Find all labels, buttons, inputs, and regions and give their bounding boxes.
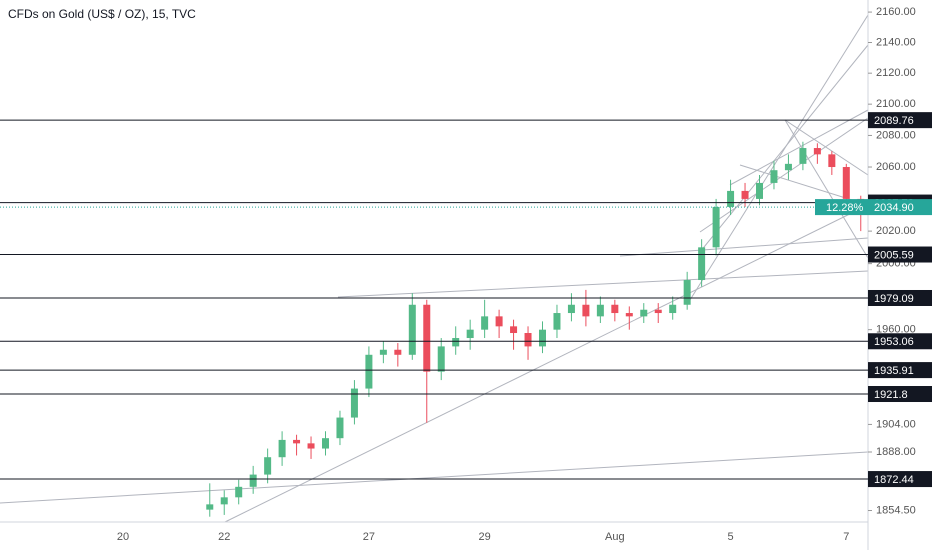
level-badge [868, 289, 932, 306]
candle-body [235, 486, 243, 498]
level-badge [868, 386, 932, 403]
candle-body [206, 504, 214, 510]
y-tick-label: 1854.50 [876, 504, 916, 516]
candle-body [350, 388, 358, 418]
trend-line [729, 109, 869, 186]
candle-body [640, 309, 648, 317]
trend-line [224, 204, 869, 523]
candle-body [842, 167, 850, 199]
candle-body [264, 457, 272, 475]
y-tick-label: 2100.00 [876, 98, 916, 110]
candle-body [625, 313, 633, 317]
trend-line [699, 117, 869, 233]
candle-body [596, 304, 604, 317]
candle-body [727, 190, 735, 207]
level-label: 1979.09 [874, 293, 914, 305]
trend-line [0, 451, 869, 504]
candle-body [741, 190, 749, 199]
y-tick-label: 2020.00 [876, 225, 916, 237]
candle-body [582, 304, 590, 317]
trend-line [619, 237, 869, 257]
candle-body [365, 354, 373, 389]
y-tick-label: 1888.00 [876, 446, 916, 458]
y-tick-label: 2140.00 [876, 36, 916, 48]
candle-body [336, 417, 344, 439]
y-tick-label: 2120.00 [876, 67, 916, 79]
level-label: 1872.44 [874, 474, 914, 486]
x-tick-label: 7 [843, 531, 849, 543]
candle-body [481, 316, 489, 330]
candle-body [712, 206, 720, 248]
candle-body [408, 304, 416, 355]
candle-body [770, 170, 778, 183]
y-tick-label: 1904.00 [876, 418, 916, 430]
candle-body [379, 349, 387, 355]
candle-body [220, 497, 228, 505]
candle-body [394, 349, 402, 355]
last-price-change: 12.28% [826, 202, 864, 214]
x-tick-label: 22 [218, 531, 230, 543]
x-tick-label: 27 [363, 531, 375, 543]
level-label: 1921.8 [874, 389, 908, 401]
trend-line [337, 270, 869, 298]
trend-line [699, 44, 869, 253]
candle-body [278, 439, 286, 458]
y-tick-label: 2160.00 [876, 6, 916, 18]
level-label: 1953.06 [874, 336, 914, 348]
candle-body [669, 304, 677, 314]
candle-body [756, 182, 763, 199]
chart-title: CFDs on Gold (US$ / OZ), 15, TVC [8, 7, 196, 21]
trend-line [784, 119, 869, 259]
candle-body [553, 313, 561, 330]
level-label: 1935.91 [874, 365, 914, 377]
candle-body [510, 326, 518, 334]
trend-lines [0, 14, 869, 523]
candle-body [466, 329, 474, 339]
last-price-badge [815, 199, 932, 216]
candle-body [293, 439, 301, 444]
level-badge [868, 333, 932, 350]
candle-body [567, 304, 575, 314]
last-price-label: 2034.90 [874, 202, 914, 214]
candle-body [799, 148, 807, 164]
candle-body [423, 304, 431, 372]
candle-body [654, 309, 662, 314]
level-label: 2089.76 [874, 115, 914, 127]
candle-body [683, 280, 691, 305]
trend-line [689, 14, 869, 301]
x-tick-label: 29 [479, 531, 491, 543]
candle-body [698, 247, 706, 281]
candle-body [524, 333, 532, 347]
candle-body [322, 438, 329, 449]
candle-body [495, 316, 503, 327]
level-badge [868, 362, 932, 379]
level-badge [868, 471, 932, 488]
x-tick-label: 5 [728, 531, 734, 543]
y-tick-label: 2080.00 [876, 129, 916, 141]
candle-body [452, 338, 460, 347]
trend-line [784, 119, 869, 176]
candle-body [539, 329, 546, 347]
candle-body [307, 443, 315, 449]
level-badge [868, 112, 932, 129]
candle-body [437, 346, 445, 372]
x-tick-label: Aug [605, 531, 625, 543]
y-tick-label: 2060.00 [876, 161, 916, 173]
y-tick-label: 1960.00 [876, 324, 916, 336]
candle-body [249, 474, 257, 487]
x-tick-label: 20 [117, 531, 129, 543]
candle-body [813, 148, 821, 155]
level-badge [868, 246, 932, 263]
candle-body [828, 154, 836, 168]
candle-body [611, 304, 619, 314]
candle-body [784, 163, 792, 171]
level-label: 2005.59 [874, 249, 914, 261]
